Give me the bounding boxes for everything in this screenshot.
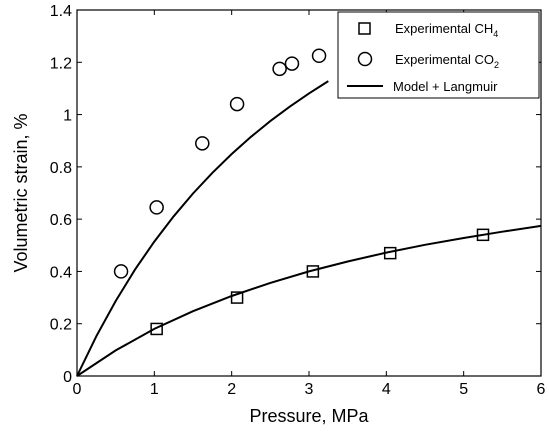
x-axis-label: Pressure, MPa (249, 406, 369, 426)
co2-point (195, 136, 210, 151)
ch4-point (150, 322, 163, 336)
x-tick-label: 3 (305, 381, 314, 398)
y-tick-label: 0.8 (50, 160, 72, 177)
x-tick-label: 6 (537, 381, 546, 398)
ch4-point (383, 246, 397, 260)
ch4-point (476, 228, 490, 242)
legend-label-model: Model + Langmuir (393, 79, 498, 94)
co2-point (113, 264, 129, 279)
model-curves (76, 80, 542, 377)
y-tick-label: 0.2 (50, 317, 72, 334)
model-curve-2 (76, 224, 542, 377)
legend-label-ch4: Experimental CH4 (395, 21, 498, 39)
legend-label-co2: Experimental CO2 (395, 52, 499, 70)
y-tick-label: 1.4 (50, 3, 72, 20)
ch4-point (230, 291, 244, 304)
y-tick-label: 0.4 (50, 264, 72, 281)
x-tick-label: 2 (227, 381, 236, 398)
y-axis-label: Volumetric strain, % (11, 113, 31, 272)
co2-point (229, 96, 245, 112)
legend-box (337, 11, 540, 99)
x-tick-label: 5 (459, 381, 468, 398)
co2-point (284, 56, 300, 71)
x-tick-label: 4 (382, 381, 391, 398)
y-tick-label: 0.6 (50, 212, 72, 229)
data-markers (113, 48, 490, 336)
x-tick-label: 0 (73, 381, 82, 398)
x-tick-label: 1 (150, 381, 159, 398)
axis-ticks: 0 1 2 3 4 5 6 0 0.2 0.4 0.6 0.8 1 1.2 1.4 (50, 3, 546, 398)
y-tick-label: 0 (63, 369, 72, 386)
legend-circle-marker (357, 51, 373, 67)
legend-square-marker (358, 22, 371, 35)
co2-point (272, 61, 287, 77)
legend: Experimental CH4 Experimental CO2 Model … (337, 11, 540, 99)
model-curve-1 (76, 80, 329, 377)
y-tick-label: 1.2 (50, 55, 72, 72)
ch4-point (306, 265, 320, 278)
y-tick-label: 1 (63, 108, 72, 125)
co2-point (149, 200, 164, 215)
co2-point (311, 48, 327, 63)
